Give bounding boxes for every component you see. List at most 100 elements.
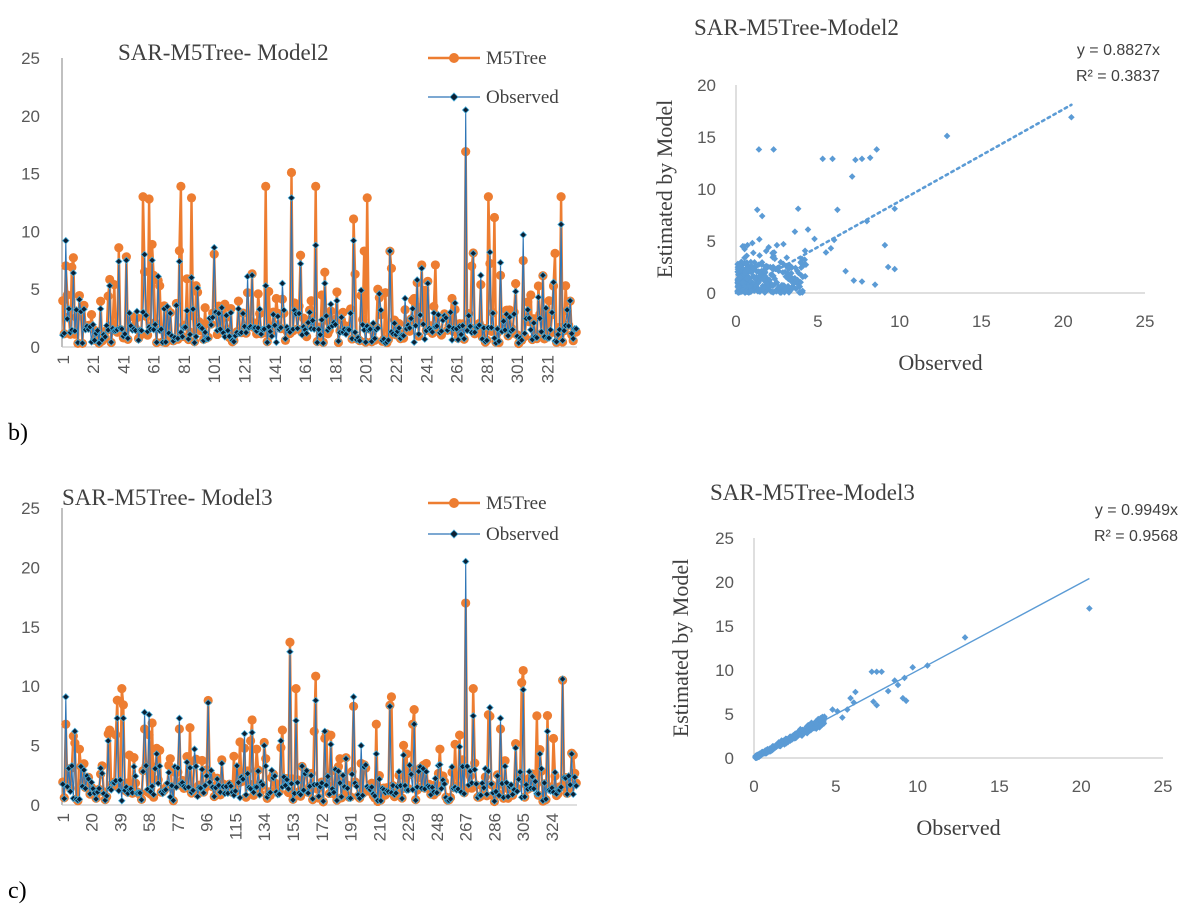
chart-title: SAR-M5Tree- Model3	[62, 485, 273, 510]
observed-point	[96, 305, 105, 313]
observed-point	[446, 795, 455, 803]
m5tree-point	[245, 736, 256, 746]
observed-point	[105, 281, 114, 290]
observed-point	[513, 332, 521, 340]
observed-point	[261, 762, 270, 770]
observed-point	[119, 714, 128, 723]
observed-point	[499, 317, 508, 325]
scatter-point	[793, 267, 801, 275]
observed-point	[371, 334, 379, 343]
observed-point	[386, 247, 394, 255]
observed-point	[507, 781, 515, 789]
observed-point	[527, 326, 535, 334]
observed-point	[186, 330, 194, 339]
observed-point	[407, 770, 415, 779]
observed-point	[442, 314, 450, 322]
y-tick-label: 15	[21, 618, 40, 637]
scatter-point	[822, 249, 830, 256]
observed-point	[268, 766, 276, 775]
m5tree-point	[285, 637, 295, 647]
observed-point	[236, 793, 244, 802]
observed-point	[213, 775, 222, 783]
observed-point	[218, 303, 226, 312]
scatter-point	[884, 263, 892, 271]
m5tree-point	[523, 297, 533, 307]
observed-point	[437, 327, 446, 335]
observed-point	[255, 305, 264, 313]
observed-point	[181, 323, 190, 331]
observed-point	[152, 750, 161, 758]
observed-point	[480, 784, 488, 792]
scatter-point	[801, 247, 809, 255]
observed-point	[161, 338, 170, 346]
observed-point	[260, 741, 268, 750]
m5tree-point	[556, 192, 566, 202]
legend-observed-marker	[449, 92, 459, 102]
m5tree-point	[155, 281, 165, 291]
observed-point	[248, 728, 256, 737]
m5tree-point	[535, 745, 545, 755]
observed-point	[149, 325, 158, 334]
x-tick-label: 191	[342, 813, 361, 841]
scatter-point	[763, 279, 770, 287]
scatter-point	[743, 275, 751, 282]
scatter-point	[762, 263, 769, 271]
observed-point	[530, 319, 538, 327]
observed-point	[511, 287, 520, 296]
m5tree-point	[186, 193, 197, 203]
observed-point	[161, 785, 170, 794]
m5tree-point	[261, 181, 271, 191]
x-tick-label: 153	[284, 813, 303, 841]
scatter-point	[750, 265, 757, 273]
x-tick-label: 301	[508, 355, 527, 383]
x-tick-label: 81	[175, 355, 194, 374]
scatter-point	[760, 276, 768, 284]
scatter-point	[803, 729, 811, 737]
observed-point	[539, 271, 547, 280]
observed-point	[548, 308, 556, 317]
observed-point	[208, 313, 217, 322]
scatter-point	[751, 259, 758, 266]
observed-point	[287, 779, 296, 788]
observed-point	[357, 741, 365, 750]
m5tree-point	[226, 303, 236, 314]
x-axis-title: Observed	[898, 350, 982, 375]
observed-point	[133, 307, 141, 316]
scatter-point	[793, 276, 801, 284]
scatter-point	[743, 252, 750, 260]
observed-point	[408, 785, 417, 794]
m5tree-point	[359, 246, 369, 256]
m5tree-point	[233, 296, 244, 306]
scatter-point	[750, 249, 757, 257]
x-tick-label: 96	[198, 813, 217, 832]
observed-point	[484, 767, 493, 775]
m5tree-point	[430, 260, 440, 270]
m5tree-point	[371, 719, 381, 729]
trendline	[734, 103, 1073, 295]
scatter-point	[858, 155, 866, 163]
m5tree-point	[467, 261, 477, 271]
m5tree-point	[277, 725, 287, 735]
observed-point	[271, 321, 279, 330]
m5tree-point	[295, 250, 306, 260]
m5tree-point	[429, 301, 439, 312]
x-tick-label: 210	[370, 813, 389, 841]
observed-point	[71, 327, 79, 335]
m5tree-point	[147, 239, 157, 250]
observed-point	[210, 792, 218, 801]
scatter-point	[798, 260, 805, 267]
observed-point	[437, 784, 446, 793]
scatter-point	[785, 289, 793, 296]
observed-point	[472, 780, 481, 788]
observed-point	[505, 313, 514, 321]
observed-point	[557, 783, 565, 791]
observed-point	[261, 281, 270, 290]
observed-point	[508, 325, 517, 334]
observed-point	[101, 333, 109, 341]
scatter-point	[738, 264, 745, 271]
m5tree-point	[511, 739, 521, 749]
chart-title: SAR-M5Tree-Model3	[710, 480, 915, 505]
y-axis-title: Estimated by Model	[668, 559, 693, 737]
observed-point	[62, 693, 70, 701]
observed-point	[399, 751, 408, 759]
